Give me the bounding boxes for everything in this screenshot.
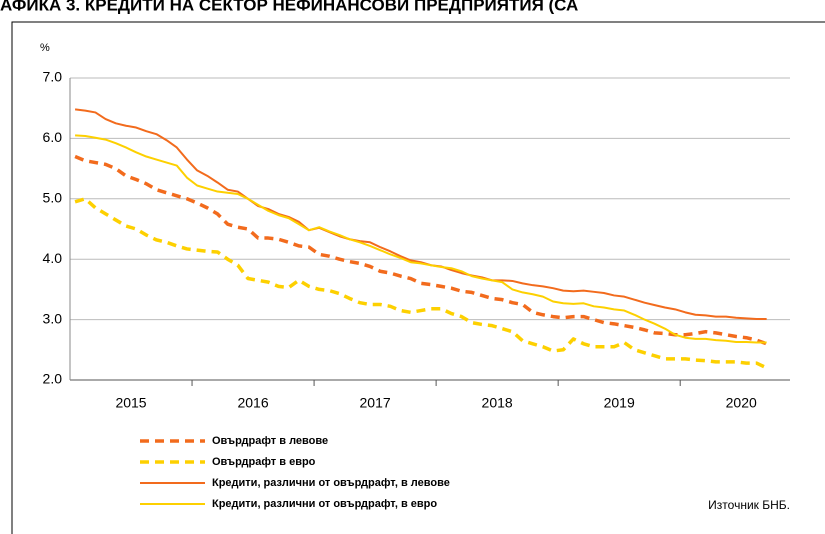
chart-frame	[11, 21, 825, 534]
x-tick-label: 2017	[360, 395, 391, 411]
y-tick-label: 2.0	[43, 371, 63, 387]
x-tick-label: 2020	[726, 395, 757, 411]
source-note: Източник БНБ.	[708, 498, 790, 512]
chart-title: АФИКА 3. КРЕДИТИ НА СЕКТОР НЕФИНАНСОВИ П…	[0, 0, 578, 14]
legend-label: Кредити, различни от овърдрафт, в евро	[212, 498, 437, 510]
y-tick-label: 7.0	[43, 69, 63, 85]
y-tick-label: 5.0	[43, 190, 63, 206]
legend-label: Овърдрафт в левове	[212, 435, 328, 447]
x-tick-label: 2016	[237, 395, 268, 411]
legend-label: Кредити, различни от овърдрафт, в левове	[212, 477, 450, 489]
x-tick-label: 2019	[604, 395, 635, 411]
series-line	[75, 134, 767, 344]
legend-label: Овърдрафт в евро	[212, 456, 316, 468]
y-axis-label: %	[40, 42, 50, 54]
y-tick-label: 4.0	[43, 250, 63, 266]
x-tick-label: 2018	[482, 395, 513, 411]
series-line	[74, 108, 767, 320]
series-line	[74, 154, 768, 346]
y-tick-label: 6.0	[43, 129, 63, 145]
x-tick-label: 2015	[115, 395, 146, 411]
y-tick-label: 3.0	[43, 310, 63, 326]
series-line	[74, 197, 768, 370]
